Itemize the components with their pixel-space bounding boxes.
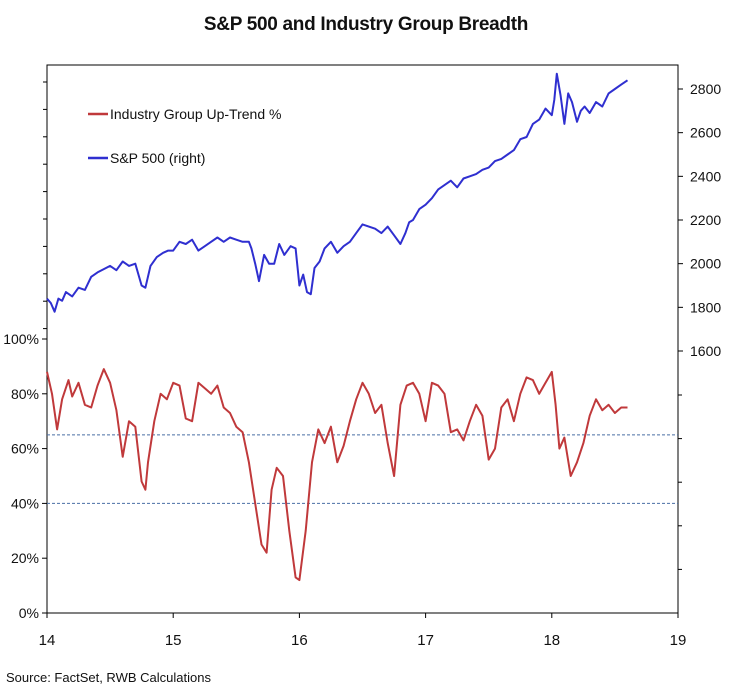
right-tick-label: 1800 xyxy=(690,299,721,315)
plot-frame xyxy=(46,64,679,614)
legend-item-spx-label: S&P 500 (right) xyxy=(110,150,205,166)
plot-area xyxy=(46,64,679,614)
series-lines xyxy=(46,72,629,582)
series-line-breadth xyxy=(46,368,628,582)
right-tick-label: 1600 xyxy=(690,343,721,359)
right-tick-label: 2800 xyxy=(690,81,721,97)
x-tick-label: 14 xyxy=(39,632,56,649)
axes: 14 15 16 17 18 19 0% 20% 40% 60% 80% 100% 1600 1800 20… xyxy=(3,81,721,649)
right-tick-label: 2200 xyxy=(690,212,721,228)
series-line-spx xyxy=(46,72,629,313)
x-tick-label: 19 xyxy=(670,632,687,649)
x-tick-label: 17 xyxy=(417,632,434,649)
left-tick-label: 60% xyxy=(11,441,39,457)
x-tick-label: 16 xyxy=(291,632,308,649)
left-tick-label: 80% xyxy=(11,386,39,402)
chart-title: S&P 500 and Industry Group Breadth xyxy=(203,14,529,35)
left-tick-label: 40% xyxy=(11,495,39,511)
right-tick-label: 2400 xyxy=(690,168,721,184)
legend-item-breadth-label: Industry Group Up-Trend % xyxy=(110,106,281,122)
x-tick-label: 15 xyxy=(165,632,182,649)
legend: Industry Group Up-Trend % S&P 500 (right) xyxy=(88,106,281,166)
source-note: Source: FactSet, RWB Calculations xyxy=(6,670,211,685)
left-tick-label: 100% xyxy=(3,331,39,347)
right-tick-label: 2000 xyxy=(690,256,721,272)
left-tick-label: 20% xyxy=(11,550,39,566)
x-tick-label: 18 xyxy=(543,632,560,649)
right-tick-label: 2600 xyxy=(690,125,721,141)
left-tick-label: 0% xyxy=(19,605,39,621)
